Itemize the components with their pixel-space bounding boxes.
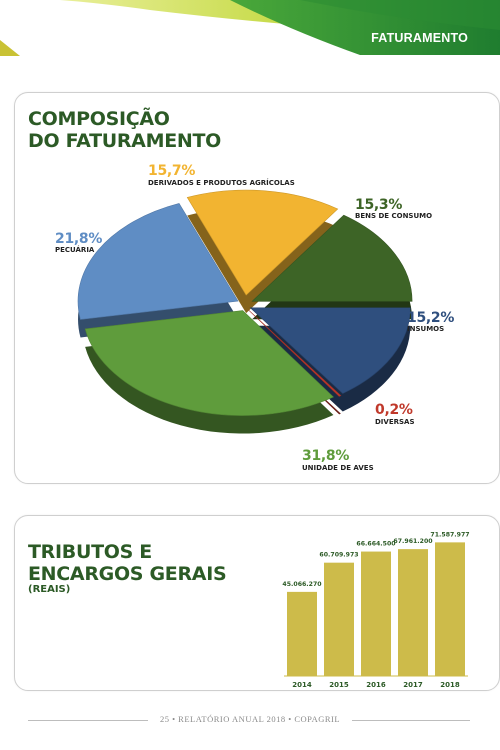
header-banner	[0, 0, 500, 56]
slice-pct-bens: 15,3%	[355, 197, 403, 213]
bar-category-label: 2018	[440, 681, 460, 689]
pie-slice	[251, 214, 413, 302]
slice-label-diversas: DIVERSAS	[375, 418, 415, 426]
composition-title: COMPOSIÇÃO DO FATURAMENTO	[28, 108, 221, 152]
page-footer: 25 • RELATÓRIO ANUAL 2018 • COPAGRIL	[0, 714, 500, 724]
bar-category-label: 2015	[329, 681, 349, 689]
slice-label-aves: UNIDADE DE AVES	[302, 464, 374, 472]
footer-rule-right	[352, 720, 470, 721]
slice-pct-derivados: 15,7%	[148, 163, 196, 179]
bar-value-label: 45.066.270	[282, 581, 322, 588]
bar-2017	[398, 549, 428, 676]
slice-label-pecuaria: PECUÁRIA	[55, 246, 95, 254]
slice-label-insumos: INSUMOS	[407, 325, 445, 333]
bar-value-label: 67.961.200	[393, 538, 433, 545]
section-title: FATURAMENTO	[371, 31, 468, 45]
bar-value-label: 66.664.500	[356, 541, 396, 548]
bar-category-label: 2016	[366, 681, 386, 689]
slice-label-derivados: DERIVADOS E PRODUTOS AGRÍCOLAS	[148, 179, 295, 187]
bar-category-label: 2014	[292, 681, 312, 689]
taxes-title: TRIBUTOS E ENCARGOS GERAIS	[28, 541, 227, 585]
taxes-subtitle: (REAIS)	[28, 584, 71, 595]
bar-2016	[361, 551, 391, 676]
slice-pct-aves: 31,8%	[302, 448, 350, 464]
slice-pct-diversas: 0,2%	[375, 402, 413, 418]
pie-slice	[77, 203, 239, 320]
bar-category-label: 2017	[403, 681, 423, 689]
bar-value-label: 71.587.977	[430, 531, 469, 538]
bar-2014	[287, 591, 317, 676]
slice-pct-pecuaria: 21,8%	[55, 231, 103, 247]
bar-2015	[324, 562, 354, 676]
pie-slice	[249, 307, 411, 394]
bar-2018	[435, 542, 465, 676]
pie-slice	[186, 189, 339, 296]
pie-slice	[248, 309, 342, 397]
pie-slice	[84, 310, 334, 416]
bar-value-label: 60.709.973	[319, 552, 358, 559]
footer-rule-left	[28, 720, 148, 721]
slice-pct-insumos: 15,2%	[407, 310, 455, 326]
slice-label-bens: BENS DE CONSUMO	[355, 212, 433, 220]
